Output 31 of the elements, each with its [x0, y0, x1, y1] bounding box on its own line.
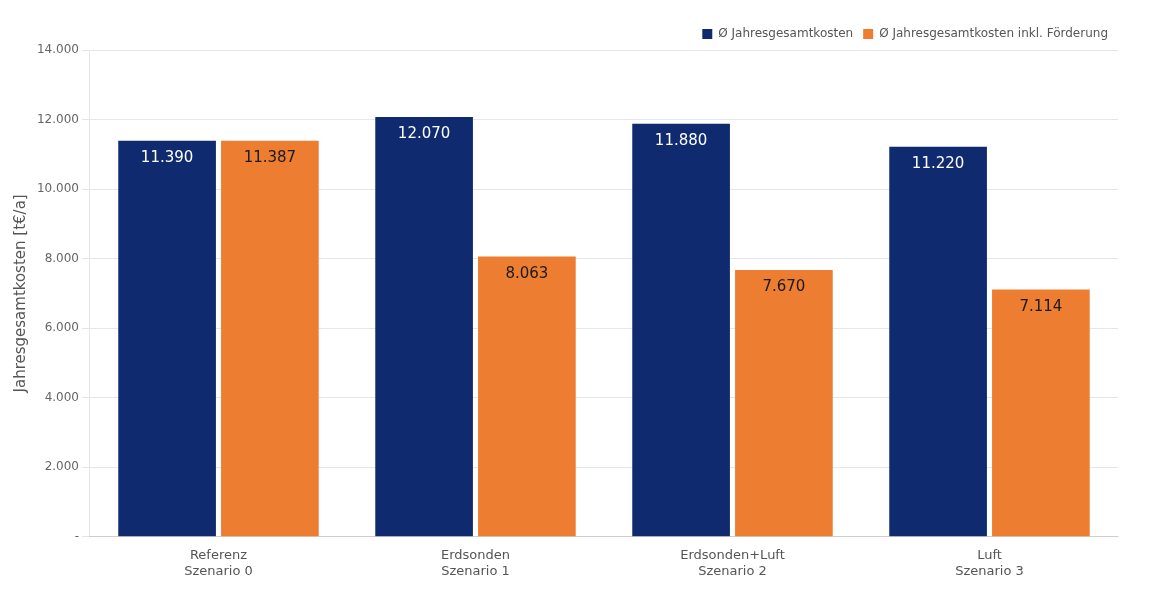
- y-tick-label: 4.000: [44, 389, 79, 404]
- y-tick-label: 14.000: [36, 42, 79, 57]
- bar: [632, 123, 730, 537]
- y-tick-label: 6.000: [44, 320, 79, 335]
- data-label: 7.114: [1019, 296, 1063, 315]
- data-label: 11.220: [911, 154, 965, 173]
- bar: [118, 140, 216, 537]
- x-tick-label: Erdsonden Szenario 1: [440, 546, 511, 578]
- y-tick-label: 12.000: [36, 111, 79, 126]
- y-tick-label: 10.000: [36, 181, 79, 196]
- bar: [735, 270, 833, 537]
- y-tick-label: 8.000: [44, 250, 79, 265]
- data-label: 12.070: [397, 124, 451, 143]
- y-tick-label: 2.000: [44, 459, 79, 474]
- data-label: 11.387: [243, 148, 297, 167]
- x-tick-label: Erdsonden+Luft Szenario 2: [680, 546, 785, 578]
- bar: [478, 256, 576, 537]
- data-label: 11.880: [654, 131, 708, 150]
- y-axis-title: Jahresgesamtkosten [t€/a]: [10, 194, 29, 394]
- bar: [221, 140, 319, 537]
- legend-label: Ø Jahresgesamtkosten inkl. Förderung: [879, 26, 1109, 41]
- x-tick-label: Referenz Szenario 0: [184, 546, 253, 578]
- data-label: 8.063: [505, 263, 549, 282]
- data-label: 7.670: [762, 277, 806, 296]
- data-label: 11.390: [140, 148, 194, 167]
- bar: [375, 117, 473, 537]
- x-tick-label: Luft Szenario 3: [955, 546, 1024, 578]
- legend-label: Ø Jahresgesamtkosten: [718, 26, 854, 41]
- y-tick-label: -: [74, 528, 79, 543]
- bar: [889, 146, 987, 537]
- bar: [992, 289, 1090, 537]
